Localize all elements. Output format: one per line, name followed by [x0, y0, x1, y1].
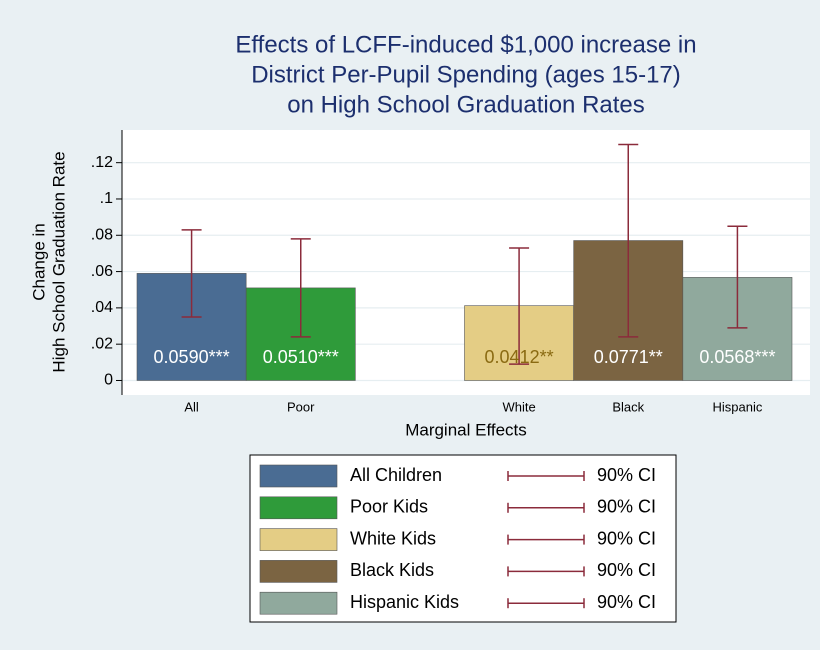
chart-title: District Per-Pupil Spending (ages 15-17) [251, 61, 681, 88]
legend-ci-label: 90% CI [597, 560, 656, 580]
legend-ci-label: 90% CI [597, 528, 656, 548]
value-label: 0.0568*** [699, 347, 775, 367]
value-label: 0.0510*** [263, 347, 339, 367]
legend-swatch [259, 464, 338, 488]
value-label: 0.0590*** [154, 347, 230, 367]
y-tick-label: .08 [91, 226, 113, 243]
x-tick-label: Black [612, 399, 644, 414]
legend-ci-label: 90% CI [597, 592, 656, 612]
x-tick-label: Hispanic [712, 399, 762, 414]
legend-swatch [259, 528, 338, 551]
y-tick-label: .04 [91, 299, 113, 316]
legend-swatch [259, 591, 338, 615]
value-label: 0.0412** [485, 347, 554, 367]
legend-swatch [259, 560, 338, 583]
x-tick-label: Poor [287, 399, 315, 414]
x-tick-label: White [502, 399, 535, 414]
chart-title: on High School Graduation Rates [287, 91, 645, 118]
y-tick-label: 0 [104, 372, 113, 389]
legend-label: All Children [350, 465, 442, 485]
legend-ci-label: 90% CI [597, 465, 656, 485]
value-label: 0.0771** [594, 347, 663, 367]
y-tick-label: .02 [91, 335, 113, 352]
chart-title: Effects of LCFF-induced $1,000 increase … [235, 31, 696, 58]
y-tick-label: .12 [91, 154, 113, 171]
legend-label: Hispanic Kids [350, 592, 459, 612]
x-axis-label: Marginal Effects [405, 420, 527, 439]
legend-label: Black Kids [350, 560, 434, 580]
y-axis-label: Change in [29, 223, 48, 301]
x-tick-label: All [184, 399, 199, 414]
legend-ci-label: 90% CI [597, 497, 656, 517]
legend-label: Poor Kids [350, 497, 428, 517]
y-tick-label: .06 [91, 263, 113, 280]
legend-label: White Kids [350, 528, 436, 548]
legend-swatch [259, 496, 338, 520]
y-tick-label: .1 [100, 190, 113, 207]
y-axis-label: High School Graduation Rate [49, 151, 68, 372]
